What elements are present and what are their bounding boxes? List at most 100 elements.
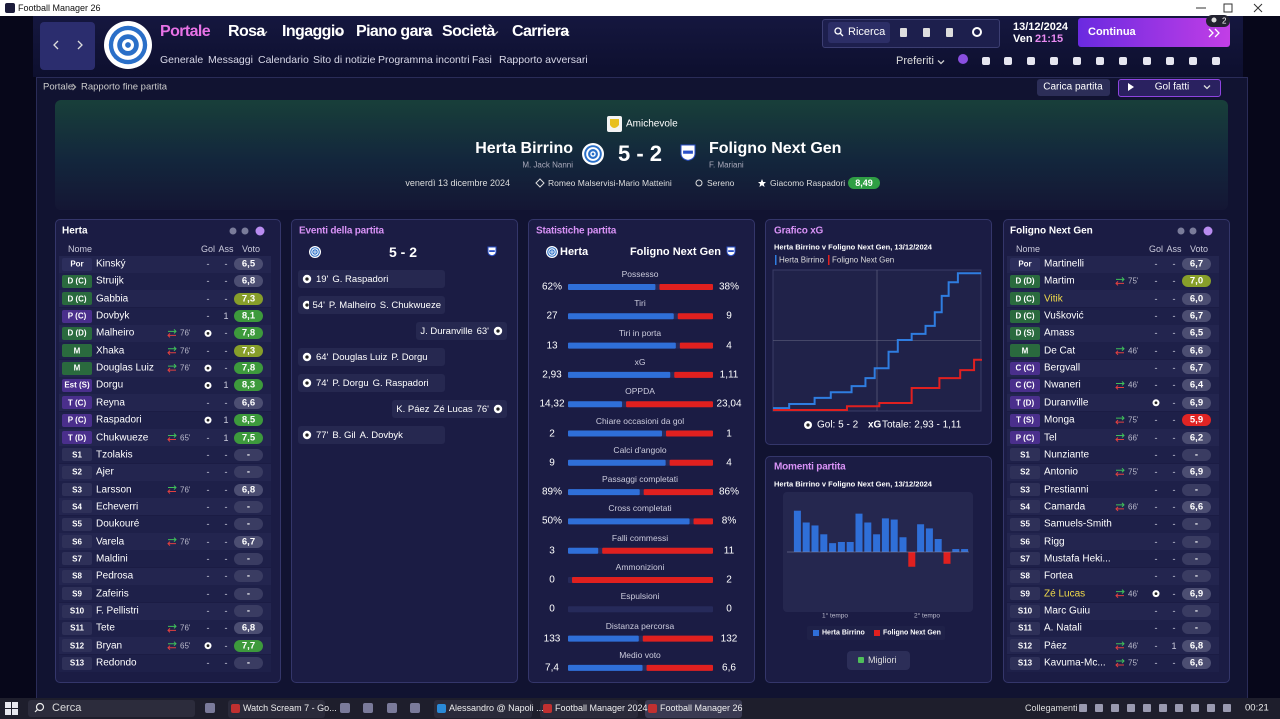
- lineup-row[interactable]: [59, 481, 271, 499]
- lineup-row[interactable]: [59, 290, 271, 308]
- lineup-row[interactable]: [1007, 654, 1219, 672]
- goal-event[interactable]: J. Duranville 63': [416, 322, 507, 340]
- lineup-row[interactable]: [1007, 429, 1219, 446]
- sub-nav-item[interactable]: Sito di notizie: [313, 54, 376, 66]
- lineup-row[interactable]: [1007, 515, 1219, 533]
- player-name[interactable]: Struijk: [96, 275, 124, 287]
- lineup-row[interactable]: [1007, 446, 1219, 464]
- player-name[interactable]: Echeverri: [96, 501, 139, 513]
- player-name[interactable]: Vitik: [1044, 293, 1063, 305]
- lineup-row[interactable]: [59, 376, 271, 394]
- search-label[interactable]: Ricerca: [848, 26, 886, 38]
- taskbar-item[interactable]: [540, 700, 638, 718]
- lineup-row[interactable]: [59, 602, 271, 620]
- player-name[interactable]: Martim: [1044, 275, 1075, 287]
- favorites-menu[interactable]: Preferiti: [896, 55, 934, 67]
- player-name[interactable]: Dovbyk: [96, 310, 130, 322]
- sub-nav-item[interactable]: Programma incontri: [378, 54, 470, 66]
- lineup-row[interactable]: [59, 585, 271, 603]
- lineup-row[interactable]: [1007, 272, 1219, 290]
- goal-event[interactable]: 77' B. Gil A. Dovbyk: [298, 426, 445, 444]
- main-nav-item[interactable]: Portale: [160, 23, 211, 40]
- lineup-row[interactable]: [1007, 394, 1219, 412]
- lineup-row[interactable]: [59, 446, 271, 464]
- player-name[interactable]: Páez: [1044, 640, 1067, 652]
- lineup-row[interactable]: [59, 550, 271, 568]
- lineup-row[interactable]: [59, 654, 271, 672]
- player-name[interactable]: Vušković: [1044, 310, 1084, 322]
- player-name[interactable]: Fortea: [1044, 570, 1073, 582]
- player-name[interactable]: Martinelli: [1044, 258, 1085, 270]
- sub-nav-item[interactable]: Generale: [160, 54, 204, 66]
- player-name[interactable]: Nunziante: [1044, 449, 1090, 461]
- lineup-row[interactable]: [1007, 307, 1219, 325]
- sub-nav-item[interactable]: Rapporto avversari: [499, 54, 588, 66]
- lineup-row[interactable]: [1007, 619, 1219, 637]
- player-name[interactable]: Reyna: [96, 397, 125, 409]
- sub-nav-item[interactable]: Messaggi: [208, 54, 253, 66]
- continue-label[interactable]: Continua: [1088, 26, 1136, 38]
- lineup-row[interactable]: [1007, 376, 1219, 394]
- player-name[interactable]: Kinský: [96, 258, 126, 270]
- player-name[interactable]: Amass: [1044, 327, 1075, 339]
- player-name[interactable]: Bryan: [96, 640, 123, 652]
- goal-event[interactable]: 64' Douglas Luiz P. Dorgu: [298, 348, 445, 366]
- continue-button[interactable]: [1078, 18, 1230, 47]
- goal-event[interactable]: 74' P. Dorgu G. Raspadori: [298, 374, 445, 392]
- lineup-row[interactable]: [1007, 324, 1219, 342]
- player-name[interactable]: Mustafa Heki...: [1044, 553, 1111, 565]
- player-name[interactable]: Kavuma-Mc...: [1044, 657, 1106, 669]
- lineup-row[interactable]: [59, 394, 271, 412]
- lineup-row[interactable]: [1007, 533, 1219, 551]
- player-name[interactable]: Camarda: [1044, 501, 1086, 513]
- highlights-button[interactable]: [1118, 79, 1221, 97]
- lineup-row[interactable]: [1007, 359, 1219, 377]
- player-name[interactable]: Gabbia: [96, 293, 129, 305]
- lineup-row[interactable]: [59, 307, 271, 325]
- lineup-row[interactable]: [59, 255, 271, 273]
- taskbar-item-label[interactable]: Football Manager 2024: [555, 703, 648, 713]
- lineup-row[interactable]: [1007, 637, 1219, 655]
- player-name[interactable]: Doukouré: [96, 518, 140, 530]
- player-name[interactable]: Monga: [1044, 414, 1075, 426]
- lineup-row[interactable]: [59, 342, 271, 360]
- lineup-row[interactable]: [1007, 290, 1219, 308]
- player-name[interactable]: Pedrosa: [96, 570, 134, 582]
- player-name[interactable]: A. Natali: [1044, 622, 1082, 634]
- player-name[interactable]: De Cat: [1044, 345, 1076, 357]
- player-name[interactable]: Maldini: [96, 553, 128, 565]
- lineup-row[interactable]: [1007, 481, 1219, 499]
- player-name[interactable]: Prestianni: [1044, 484, 1089, 496]
- lineup-row[interactable]: [59, 429, 271, 446]
- lineup-row[interactable]: [59, 515, 271, 533]
- sub-nav-item[interactable]: Fasi: [472, 54, 492, 66]
- player-name[interactable]: Duranville: [1044, 397, 1089, 409]
- taskbar-search-label[interactable]: Cerca: [52, 702, 82, 714]
- player-name[interactable]: Larsson: [96, 484, 132, 496]
- lineup-row[interactable]: [1007, 550, 1219, 568]
- main-nav-item[interactable]: Rosa: [228, 23, 265, 40]
- lineup-row[interactable]: [59, 567, 271, 585]
- player-name[interactable]: Samuels-Smith: [1044, 518, 1112, 530]
- main-nav-item[interactable]: Ingaggio: [282, 23, 344, 40]
- history-buttons[interactable]: [40, 22, 95, 70]
- lineup-row[interactable]: [59, 411, 271, 429]
- lineup-row[interactable]: [1007, 567, 1219, 585]
- player-name[interactable]: Ajer: [96, 466, 114, 478]
- main-nav-item[interactable]: Carriera: [512, 23, 569, 40]
- lineup-row[interactable]: [1007, 411, 1219, 429]
- lineup-row[interactable]: [59, 619, 271, 637]
- lineup-row[interactable]: [1007, 498, 1219, 516]
- player-name[interactable]: Zé Lucas: [1044, 588, 1086, 600]
- player-name[interactable]: Nwaneri: [1044, 379, 1081, 391]
- player-name[interactable]: Tel: [1044, 432, 1057, 443]
- sub-nav-item[interactable]: Calendario: [258, 54, 309, 66]
- player-name[interactable]: Raspadori: [96, 414, 142, 426]
- best-button[interactable]: [847, 651, 910, 670]
- lineup-row[interactable]: [59, 498, 271, 516]
- taskbar-item[interactable]: [645, 700, 742, 718]
- goal-event[interactable]: 19' G. Raspadori: [298, 270, 445, 288]
- player-name[interactable]: Malheiro: [96, 327, 135, 339]
- lineup-row[interactable]: [59, 533, 271, 551]
- player-name[interactable]: Tete: [96, 622, 115, 634]
